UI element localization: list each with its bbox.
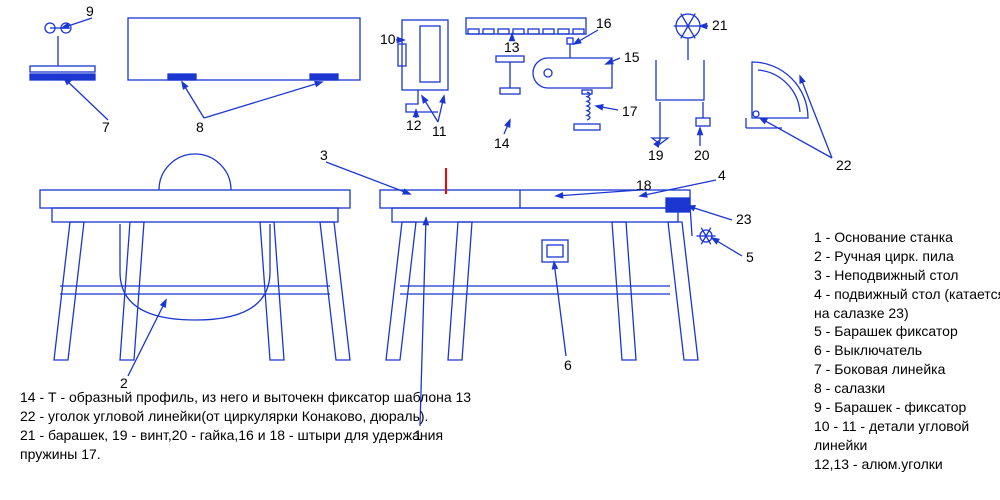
svg-text:5: 5	[746, 249, 754, 265]
legend-line: 6 - Выключатель	[814, 341, 1000, 360]
svg-text:8: 8	[196, 119, 204, 135]
legend-bottom: 14 - Т - образный профиль, из него и выт…	[20, 388, 471, 464]
svg-text:14: 14	[494, 135, 510, 151]
svg-text:17: 17	[622, 103, 638, 119]
svg-text:10: 10	[380, 31, 396, 47]
legend-line: 8 - салазки	[814, 379, 1000, 398]
svg-text:15: 15	[624, 49, 640, 65]
svg-text:11: 11	[432, 123, 447, 139]
svg-text:4: 4	[718, 167, 726, 183]
svg-text:6: 6	[564, 357, 572, 373]
svg-text:13: 13	[504, 39, 520, 55]
legend-line: 3 - Неподвижный стол	[814, 266, 1000, 285]
legend-line: 9 - Барашек - фиксатор	[814, 398, 1000, 417]
legend-line: 12,13 - алюм.уголки	[814, 455, 1000, 474]
legend-line: 10 - 11 - детали угловой	[814, 417, 1000, 436]
svg-text:7: 7	[102, 119, 110, 135]
svg-text:21: 21	[712, 17, 728, 33]
svg-text:20: 20	[694, 147, 710, 163]
legend-line: 4 - подвижный стол (катается	[814, 285, 1000, 304]
svg-text:22: 22	[836, 157, 852, 173]
legend-line: 5 - Барашек фиксатор	[814, 322, 1000, 341]
svg-text:3: 3	[320, 147, 328, 163]
legend-line: 7 - Боковая линейка	[814, 360, 1000, 379]
legend-line: линейки	[814, 436, 1000, 455]
note-line: пружины 17.	[20, 445, 471, 464]
legend-line: 1 - Основание станка	[814, 228, 1000, 247]
svg-text:12: 12	[406, 117, 422, 133]
svg-text:9: 9	[86, 3, 94, 19]
legend-line: на салазке 23)	[814, 304, 1000, 323]
legend-line: 2 - Ручная цирк. пила	[814, 247, 1000, 266]
svg-text:19: 19	[648, 147, 664, 163]
legend-right: 1 - Основание станка2 - Ручная цирк. пил…	[814, 228, 1000, 474]
note-line: 21 - барашек, 19 - винт,20 - гайка,16 и …	[20, 426, 471, 445]
svg-text:16: 16	[596, 15, 612, 31]
note-line: 22 - уголок угловой линейки(от циркулярк…	[20, 407, 471, 426]
svg-text:23: 23	[736, 211, 752, 227]
note-line: 14 - Т - образный профиль, из него и выт…	[20, 388, 471, 407]
